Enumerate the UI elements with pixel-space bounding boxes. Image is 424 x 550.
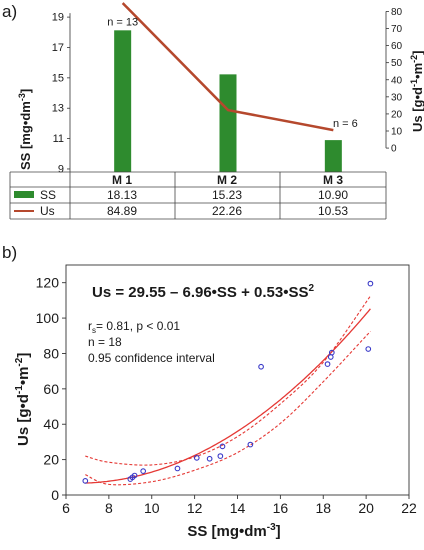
x-axis-tick-label: 22 [401,500,417,516]
panel-b-ylabel: Us [g•d-1•m-2] [14,353,32,446]
table-cell-us-m3: 10.53 [318,204,348,218]
panel-b-axes: 6 8 10 12 14 16 18 20 22 0 20 40 60 80 100 120 [36,264,417,516]
table-cell-us-m2: 22.26 [212,204,242,218]
right-axis-tick-label: 0 [391,144,397,155]
legend-label-ss: SS [40,188,56,202]
x-axis-tick-label: 20 [358,500,374,516]
panel-a-data-table: M 1 M 2 M 3 SS Us 18.13 15.23 10.90 84.8… [9,171,387,220]
right-axis-tick-label: 10 [391,127,403,138]
table-cell-ss-m1: 18.13 [107,188,137,202]
left-axis-tick-label: 9 [58,163,64,175]
data-point [82,477,89,484]
table-cell-ss-m3: 10.90 [318,188,348,202]
bar-ss-m1 [114,30,132,173]
y-axis-tick-label: 40 [43,416,59,432]
panel-a-axes: 9 11 13 15 17 19 0 10 20 30 40 50 60 70 80 [52,7,403,176]
right-axis-tick-label: 30 [391,92,403,103]
left-axis-tick-label: 13 [52,103,64,115]
y-axis-tick-label: 100 [36,310,60,326]
data-point [365,346,372,352]
left-axis-tick-label: 15 [52,72,64,84]
line-us [121,2,334,132]
bar-ss-m3 [324,140,342,172]
regression-equation: Us = 29.55 – 6.96•SS + 0.53•SS2 [92,283,315,301]
data-point [219,443,226,450]
table-header-m1: M 1 [112,173,132,187]
y-axis-tick-label: 80 [43,345,59,361]
table-header-m2: M 2 [217,173,237,187]
data-point [193,454,200,461]
legend-label-us: Us [40,204,55,218]
data-point [328,349,335,356]
x-axis-tick-label: 16 [273,500,289,516]
stat-correlation: rs= 0.81, p < 0.01 [88,319,180,335]
x-axis-tick-label: 10 [144,500,160,516]
stat-n: n = 18 [88,335,122,349]
right-axis-tick-label: 80 [391,7,403,18]
right-axis-tick-label: 40 [391,75,403,86]
table-cell-us-m1: 84.89 [107,204,137,218]
stat-ci: 0.95 confidence interval [88,351,215,365]
table-cell-ss-m2: 15.23 [212,188,242,202]
panel-a-y2label: Us [g•d-1•m-2] [409,51,424,133]
right-axis-tick-label: 60 [391,41,403,52]
data-point [247,441,254,448]
panel-b-xlabel: SS [mg•dm-3] [187,522,280,540]
y-axis-tick-label: 0 [51,487,59,503]
data-point [258,363,264,370]
fit-curve [85,308,371,484]
data-point [324,361,331,367]
panel-a-bars [114,30,342,173]
data-point [217,453,224,459]
left-axis-tick-label: 11 [53,133,64,145]
panel-b-label: b) [2,243,17,262]
panel-b: b) Us [g•d-1•m-2] SS [mg•dm-3] 6 8 10 12 14 1… [2,243,417,540]
y-axis-tick-label: 60 [43,381,59,397]
x-axis-tick-label: 18 [315,500,331,516]
right-axis-tick-label: 70 [391,24,403,35]
annotation-m1: n = 13 [107,16,138,28]
data-point [206,455,213,462]
y-axis-tick-label: 120 [36,275,60,291]
x-axis-tick-label: 6 [62,500,70,516]
x-axis-tick-label: 8 [105,500,113,516]
x-axis-tick-label: 14 [230,500,246,516]
panel-a-line [121,2,334,132]
x-axis-tick-label: 12 [187,500,203,516]
ci-upper-curve [85,295,371,466]
table-header-m3: M 3 [323,173,343,187]
panel-a-label: a) [2,2,17,21]
panel-a: a) SS [mg•dm-3] Us [g•d-1•m-2] 9 11 13 15 17… [2,2,424,220]
data-point [131,472,138,479]
right-axis-tick-label: 20 [391,109,403,120]
data-point [367,280,374,287]
bar-ss-m2 [219,74,237,172]
y-axis-tick-label: 20 [43,452,59,468]
data-point [174,465,181,472]
data-point [140,468,147,474]
panel-b-points [82,280,374,484]
data-point [327,354,334,360]
right-axis-tick-label: 50 [391,58,403,69]
left-axis-tick-label: 19 [52,12,64,24]
left-axis-tick-label: 17 [52,42,64,54]
ci-lower-curve [85,330,371,486]
legend-swatch-ss [14,191,34,198]
annotation-m3: n = 6 [333,118,358,130]
panel-a-ylabel: SS [mg•dm-3] [17,89,33,170]
